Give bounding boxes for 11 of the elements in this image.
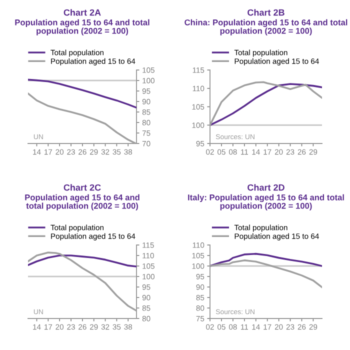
chart-title: Chart 2B bbox=[248, 9, 284, 16]
chart-subtitle: Population aged 15 to 64 and total population (2002 = 100) bbox=[15, 19, 150, 36]
chart-title: Chart 2C bbox=[64, 184, 101, 191]
line-series bbox=[210, 252, 322, 267]
line-series bbox=[28, 254, 136, 268]
chart-subtitle: China: Population aged 15 to 64 and total population (2002 = 100) bbox=[184, 19, 348, 36]
chart-subtitle: Population aged 15 to 64 and total population (2002 = 100) bbox=[25, 194, 140, 210]
chart-title: Chart 2D bbox=[248, 184, 284, 191]
chart-subtitle: Italy: Population aged 15 to 64 and total population (2002 = 100) bbox=[188, 194, 344, 210]
line-series bbox=[28, 78, 136, 108]
chart-title: Chart 2A bbox=[64, 9, 101, 16]
